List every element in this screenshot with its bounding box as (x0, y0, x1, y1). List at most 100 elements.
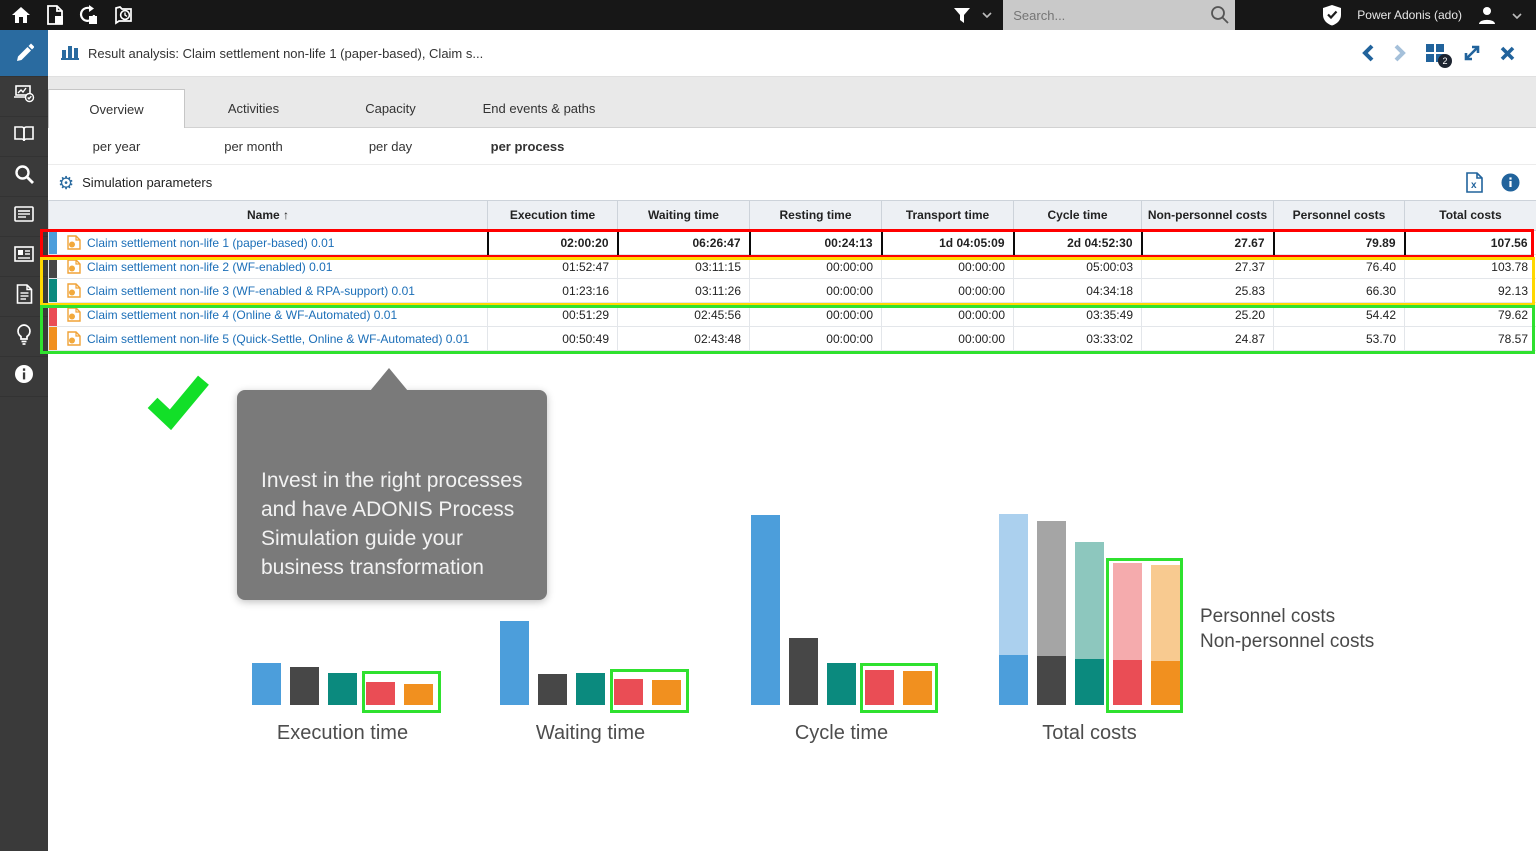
info-icon[interactable] (1501, 173, 1520, 192)
value-cell: 27.67 (1140, 230, 1275, 255)
filter-icon[interactable] (945, 0, 979, 30)
process-color-chip (49, 303, 57, 326)
value-cell: 1d 04:05:09 (880, 230, 1015, 255)
search-input[interactable] (1003, 0, 1236, 30)
back-icon[interactable] (1361, 44, 1375, 62)
value-cell: 2d 04:52:30 (1012, 230, 1143, 255)
new-document-icon[interactable] (38, 0, 72, 30)
value-cell: 00:00:00 (881, 302, 1014, 327)
column-header-execution-time[interactable]: Execution time (487, 200, 618, 231)
window-controls: 2 (1361, 43, 1524, 68)
recent-history-icon[interactable] (106, 0, 140, 30)
tile-windows-icon[interactable]: 2 (1425, 43, 1452, 68)
sidebar-item-pencil[interactable] (0, 30, 48, 77)
refresh-document-icon[interactable] (72, 0, 106, 30)
column-header-total-costs[interactable]: Total costs (1404, 200, 1536, 231)
value-cell: 05:00:03 (1013, 254, 1142, 279)
value-cell: 103.78 (1404, 254, 1536, 279)
page-title: Result analysis: Claim settlement non-li… (88, 45, 484, 61)
home-icon[interactable] (4, 0, 38, 30)
sidebar-item-book[interactable] (0, 117, 48, 157)
value-cell: 25.20 (1141, 302, 1274, 327)
user-avatar-icon[interactable] (1470, 0, 1504, 30)
process-name-link[interactable]: Claim settlement non-life 5 (Quick-Settl… (87, 331, 470, 346)
process-name-link[interactable]: Claim settlement non-life 2 (WF-enabled)… (87, 259, 333, 274)
process-name-link[interactable]: Claim settlement non-life 4 (Online & WF… (87, 307, 398, 322)
shield-check-icon[interactable] (1315, 0, 1349, 30)
user-chevron-down-icon[interactable] (1512, 6, 1522, 24)
sidebar-item-card-list[interactable] (0, 197, 48, 237)
process-name-cell: Claim settlement non-life 1 (paper-based… (48, 230, 488, 255)
sidebar-item-analysis-laptop[interactable] (0, 77, 48, 117)
search-icon[interactable] (1210, 5, 1229, 29)
filter-chevron-down-icon[interactable] (979, 0, 995, 30)
value-cell: 00:51:29 (487, 302, 618, 327)
subtab-per-month[interactable]: per month (224, 138, 283, 154)
table-row: Claim settlement non-life 5 (Quick-Settl… (48, 326, 1536, 351)
column-header-waiting-time[interactable]: Waiting time (617, 200, 750, 231)
value-cell: 78.57 (1404, 326, 1536, 351)
value-cell: 00:50:49 (487, 326, 618, 351)
value-cell: 06:26:47 (616, 230, 751, 255)
process-document-icon (67, 307, 81, 322)
table-row: Claim settlement non-life 1 (paper-based… (48, 230, 1536, 255)
tab-end-events-paths[interactable]: End events & paths (482, 100, 596, 116)
export-excel-icon[interactable]: x (1465, 172, 1483, 193)
value-cell: 27.37 (1141, 254, 1274, 279)
value-cell: 79.89 (1272, 230, 1406, 255)
tab-activities[interactable]: Activities (227, 100, 280, 116)
window-count-badge: 2 (1438, 54, 1452, 68)
value-cell: 00:00:00 (749, 278, 882, 303)
value-cell: 02:43:48 (617, 326, 750, 351)
tab-strip: Overview Activities Capacity End events & p… (48, 77, 1536, 128)
subtab-per-year[interactable]: per year (92, 138, 141, 154)
user-zone: Power Adonis (ado) (1235, 0, 1536, 30)
sidebar-item-info[interactable] (0, 357, 48, 397)
book-icon (13, 125, 35, 148)
column-header-non-personnel-costs[interactable]: Non-personnel costs (1141, 200, 1274, 231)
maximize-icon[interactable] (1463, 44, 1481, 62)
process-name-link[interactable]: Claim settlement non-life 1 (paper-based… (87, 235, 335, 250)
search-box (1003, 0, 1236, 30)
subtab-per-day[interactable]: per day (368, 138, 413, 154)
close-icon[interactable] (1499, 45, 1516, 62)
process-name-link[interactable]: Claim settlement non-life 3 (WF-enabled … (87, 283, 415, 298)
process-color-chip (49, 279, 57, 302)
sidebar-item-search[interactable] (0, 157, 48, 197)
value-cell: 76.40 (1273, 254, 1405, 279)
value-cell: 03:35:49 (1013, 302, 1142, 327)
sidebar-item-bulb[interactable] (0, 317, 48, 357)
value-cell: 00:00:00 (749, 326, 882, 351)
table-row: Claim settlement non-life 4 (Online & WF… (48, 302, 1536, 327)
table-row: Claim settlement non-life 3 (WF-enabled … (48, 278, 1536, 303)
tab-capacity[interactable]: Capacity (365, 100, 416, 116)
table-header-row: Name ↑ Execution time Waiting time Resting … (48, 200, 1536, 231)
column-header-resting-time[interactable]: Resting time (749, 200, 882, 231)
left-sidebar (0, 30, 48, 851)
column-header-personnel-costs[interactable]: Personnel costs (1273, 200, 1405, 231)
process-document-icon (67, 259, 81, 274)
value-cell: 92.13 (1404, 278, 1536, 303)
value-cell: 03:11:15 (617, 254, 750, 279)
process-document-icon (67, 235, 81, 250)
column-header-name[interactable]: Name ↑ (48, 200, 488, 231)
value-cell: 00:00:00 (749, 254, 882, 279)
sidebar-item-news[interactable] (0, 237, 48, 277)
forward-icon[interactable] (1393, 44, 1407, 62)
process-name-cell: Claim settlement non-life 3 (WF-enabled … (48, 278, 488, 303)
card-list-icon (14, 206, 34, 227)
gear-icon[interactable]: ⚙ (58, 172, 75, 193)
value-cell: 24.87 (1141, 326, 1274, 351)
tab-overview[interactable]: Overview (48, 89, 185, 128)
sidebar-item-document[interactable] (0, 277, 48, 317)
subtab-per-process[interactable]: per process (490, 138, 565, 154)
bar-chart-icon (60, 42, 80, 65)
process-color-chip (49, 231, 57, 254)
search-icon (14, 164, 34, 189)
sub-tab-strip: per year per month per day per process (48, 128, 1536, 165)
value-cell: 00:00:00 (881, 278, 1014, 303)
column-header-cycle-time[interactable]: Cycle time (1013, 200, 1142, 231)
results-table: Name ↑ Execution time Waiting time Resting … (48, 200, 1536, 351)
value-cell: 53.70 (1273, 326, 1405, 351)
column-header-transport-time[interactable]: Transport time (881, 200, 1014, 231)
